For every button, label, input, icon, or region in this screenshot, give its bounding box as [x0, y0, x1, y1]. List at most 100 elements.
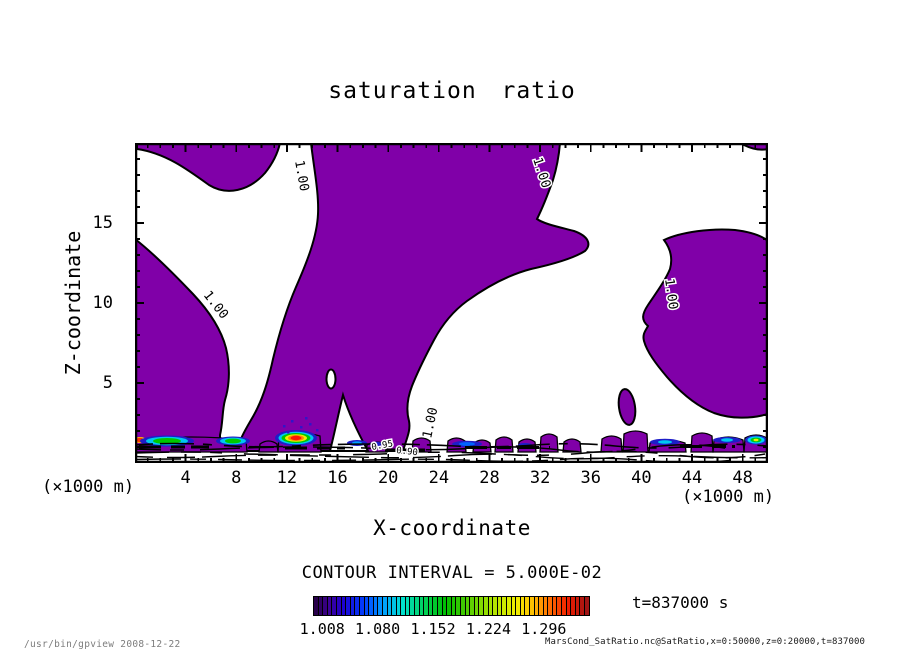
colorbar-cell [534, 597, 540, 615]
colorbar-tick-label: 1.152 [410, 620, 456, 638]
white-wedge-gap [328, 391, 370, 452]
colorbar-cell [562, 597, 567, 615]
saturated-regions [135, 143, 768, 452]
purple-detached-blob [617, 388, 637, 426]
x-tick-label: 48 [732, 468, 753, 488]
colorbar-cell [465, 597, 471, 615]
contour-label-1: 1.00 [291, 159, 311, 192]
colorbar-cell [364, 597, 370, 615]
colorbar-cell [415, 597, 420, 615]
x-tick-label: 8 [231, 468, 242, 488]
colorbar-cell [456, 597, 461, 615]
colorbar-cell [451, 597, 457, 615]
colorbar-cell [571, 597, 576, 615]
colorbar-cell [566, 597, 572, 615]
colorbar-tick-label: 1.080 [355, 620, 401, 638]
colorbar-cell [479, 597, 484, 615]
colorbar-cell [433, 597, 439, 615]
x-tick-label: 36 [580, 468, 601, 488]
purple-left-wedge [135, 237, 230, 452]
footer-dataset-info: MarsCond_SatRatio.nc@SatRatio,x=0:50000,… [545, 637, 866, 647]
y-tick-label: 10 [92, 293, 113, 313]
colorbar-tick-label: 1.224 [465, 620, 511, 638]
colorbar-cell [355, 597, 360, 615]
contour-interval-text: CONTOUR INTERVAL = 5.000E-02 [301, 563, 603, 583]
colorbar-cell [382, 597, 388, 615]
axis-ticks [135, 143, 768, 463]
colorbar-cell [346, 597, 351, 615]
colorbar-cell [428, 597, 434, 615]
colorbar-cell [369, 597, 374, 615]
footer-command-line: /usr/bin/gpview 2008-12-22 [24, 639, 181, 650]
x-tick-label: 24 [428, 468, 450, 488]
colorbar-cell [392, 597, 397, 615]
colorbar-cell [336, 597, 342, 615]
colorbar-cell [424, 597, 429, 615]
colorbar-cell [470, 597, 475, 615]
surface-contour-lines [135, 442, 768, 463]
colorbar-cell [332, 597, 337, 615]
colorbar-cell [474, 597, 480, 615]
x-tick-label: 20 [377, 468, 399, 488]
x-tick-label: 4 [180, 468, 191, 488]
purple-central-plume [235, 143, 590, 452]
contour-label-minor-2: 0.90 [396, 446, 419, 458]
colorbar-cell [502, 597, 507, 615]
colorbar-cell [529, 597, 535, 615]
y-tick-label: 5 [102, 373, 113, 393]
colorbar-cell [359, 597, 365, 615]
x-tick-label: 12 [276, 468, 298, 488]
x-axis-label: X-coordinate [373, 516, 531, 540]
white-hole [325, 368, 337, 390]
colorbar-tick-label: 1.296 [521, 620, 567, 638]
x-tick-label: 40 [631, 468, 652, 488]
x-tick-label: 16 [327, 468, 348, 488]
colorbar [313, 596, 590, 616]
colorbar-cell [552, 597, 558, 615]
colorbar-cell [483, 597, 489, 615]
colorbar-cell [539, 597, 544, 615]
colorbar-cell [506, 597, 512, 615]
colorbar-cell [447, 597, 452, 615]
colorbar-cell [488, 597, 494, 615]
plot-title: saturation ratio [328, 78, 576, 104]
contour-label-5: 1.00 [661, 277, 680, 310]
colorbar-cell [405, 597, 411, 615]
x-tick-label: 28 [479, 468, 500, 488]
colorbar-cell [323, 597, 328, 615]
colorbar-cell [497, 597, 503, 615]
time-label: t=837000 s [632, 593, 729, 612]
colorbar-cell [350, 597, 356, 615]
colorbar-cell [410, 597, 416, 615]
colorbar-cell [438, 597, 443, 615]
colorbar-cell [396, 597, 402, 615]
colorbar-cell [401, 597, 406, 615]
colorbar-cell [516, 597, 521, 615]
purple-right-lobe [642, 228, 768, 419]
x-axis-unit: (×1000 m) [682, 487, 775, 507]
colorbar-cell [314, 597, 319, 615]
colorbar-cell [548, 597, 553, 615]
plot-frame [135, 143, 768, 463]
colorbar-cell [520, 597, 526, 615]
colorbar-cell [461, 597, 466, 615]
colorbar-cell [493, 597, 498, 615]
colorbar-cell [580, 597, 586, 615]
colorbar-cell [575, 597, 581, 615]
colorbar-cell [318, 597, 324, 615]
contour-plot: 1.00 1.00 1.00 1.00 1.00 0.95 0.90 [135, 143, 768, 463]
y-tick-label: 15 [92, 213, 113, 233]
colorbar-cell [327, 597, 333, 615]
x-tick-label: 44 [681, 468, 703, 488]
colorbar-cell [525, 597, 530, 615]
colorbar-cell [373, 597, 379, 615]
colorbar-tick-label: 1.008 [299, 620, 345, 638]
y-axis-unit: (×1000 m) [42, 477, 135, 497]
colorbar-cell [387, 597, 393, 615]
colorbar-cell [511, 597, 517, 615]
purple-top-left-lobe [136, 143, 282, 192]
colorbar-cell [585, 597, 589, 615]
colorbar-cell [378, 597, 383, 615]
colorbar-cell [442, 597, 448, 615]
